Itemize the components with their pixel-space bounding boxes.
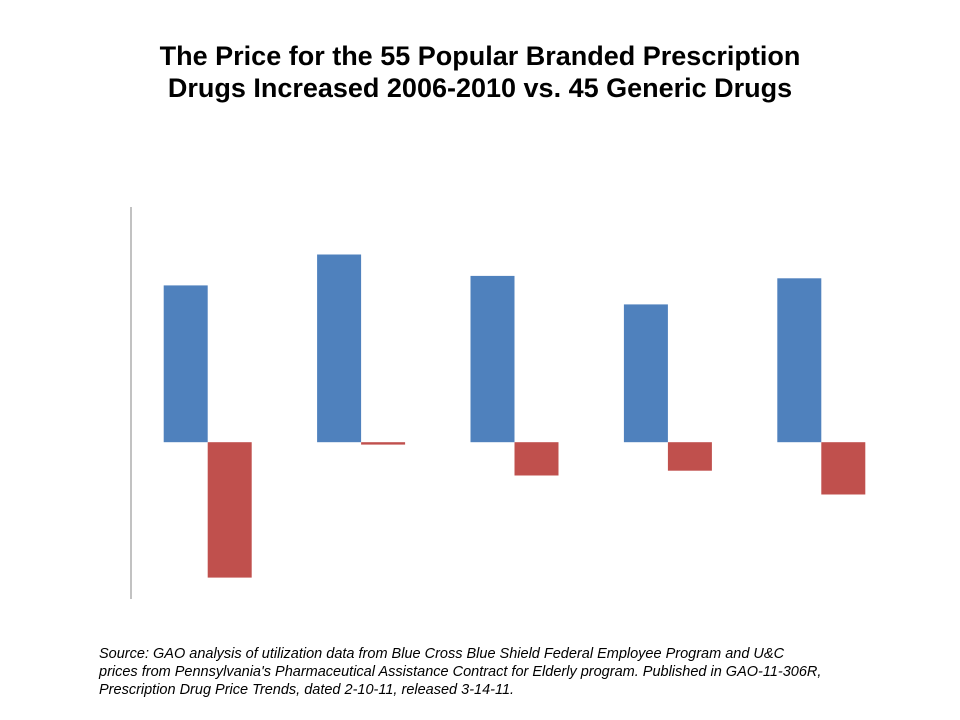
source-note-line-3: Prescription Drug Price Trends, dated 2-… [99, 682, 515, 698]
chart-title-line-1: The Price for the 55 Popular Branded Pre… [159, 41, 801, 71]
bar-2009-series-1 [623, 304, 668, 443]
bar-2008-series-1 [470, 275, 515, 443]
source-note-line-1: Source: GAO analysis of utilization data… [99, 646, 785, 662]
bar-series-group [163, 254, 866, 578]
bar-2006-series-1 [163, 285, 208, 443]
source-note-line-2: prices from Pennsylvania's Pharmaceutica… [99, 664, 822, 680]
bar-2007-series-2 [361, 442, 406, 445]
bar-2010-series-2 [821, 442, 866, 495]
bar-2006-series-2 [207, 442, 252, 578]
chart-title: The Price for the 55 Popular Branded Pre… [40, 40, 920, 104]
source-note: Source: GAO analysis of utilization data… [99, 645, 919, 699]
bar-2007-series-1 [317, 254, 362, 443]
bar-2010-series-1 [777, 278, 822, 443]
chart-title-line-2: Drugs Increased 2006-2010 vs. 45 Generic… [167, 73, 793, 103]
bar-2009-series-2 [667, 442, 712, 471]
bar-2008-series-2 [514, 442, 559, 476]
